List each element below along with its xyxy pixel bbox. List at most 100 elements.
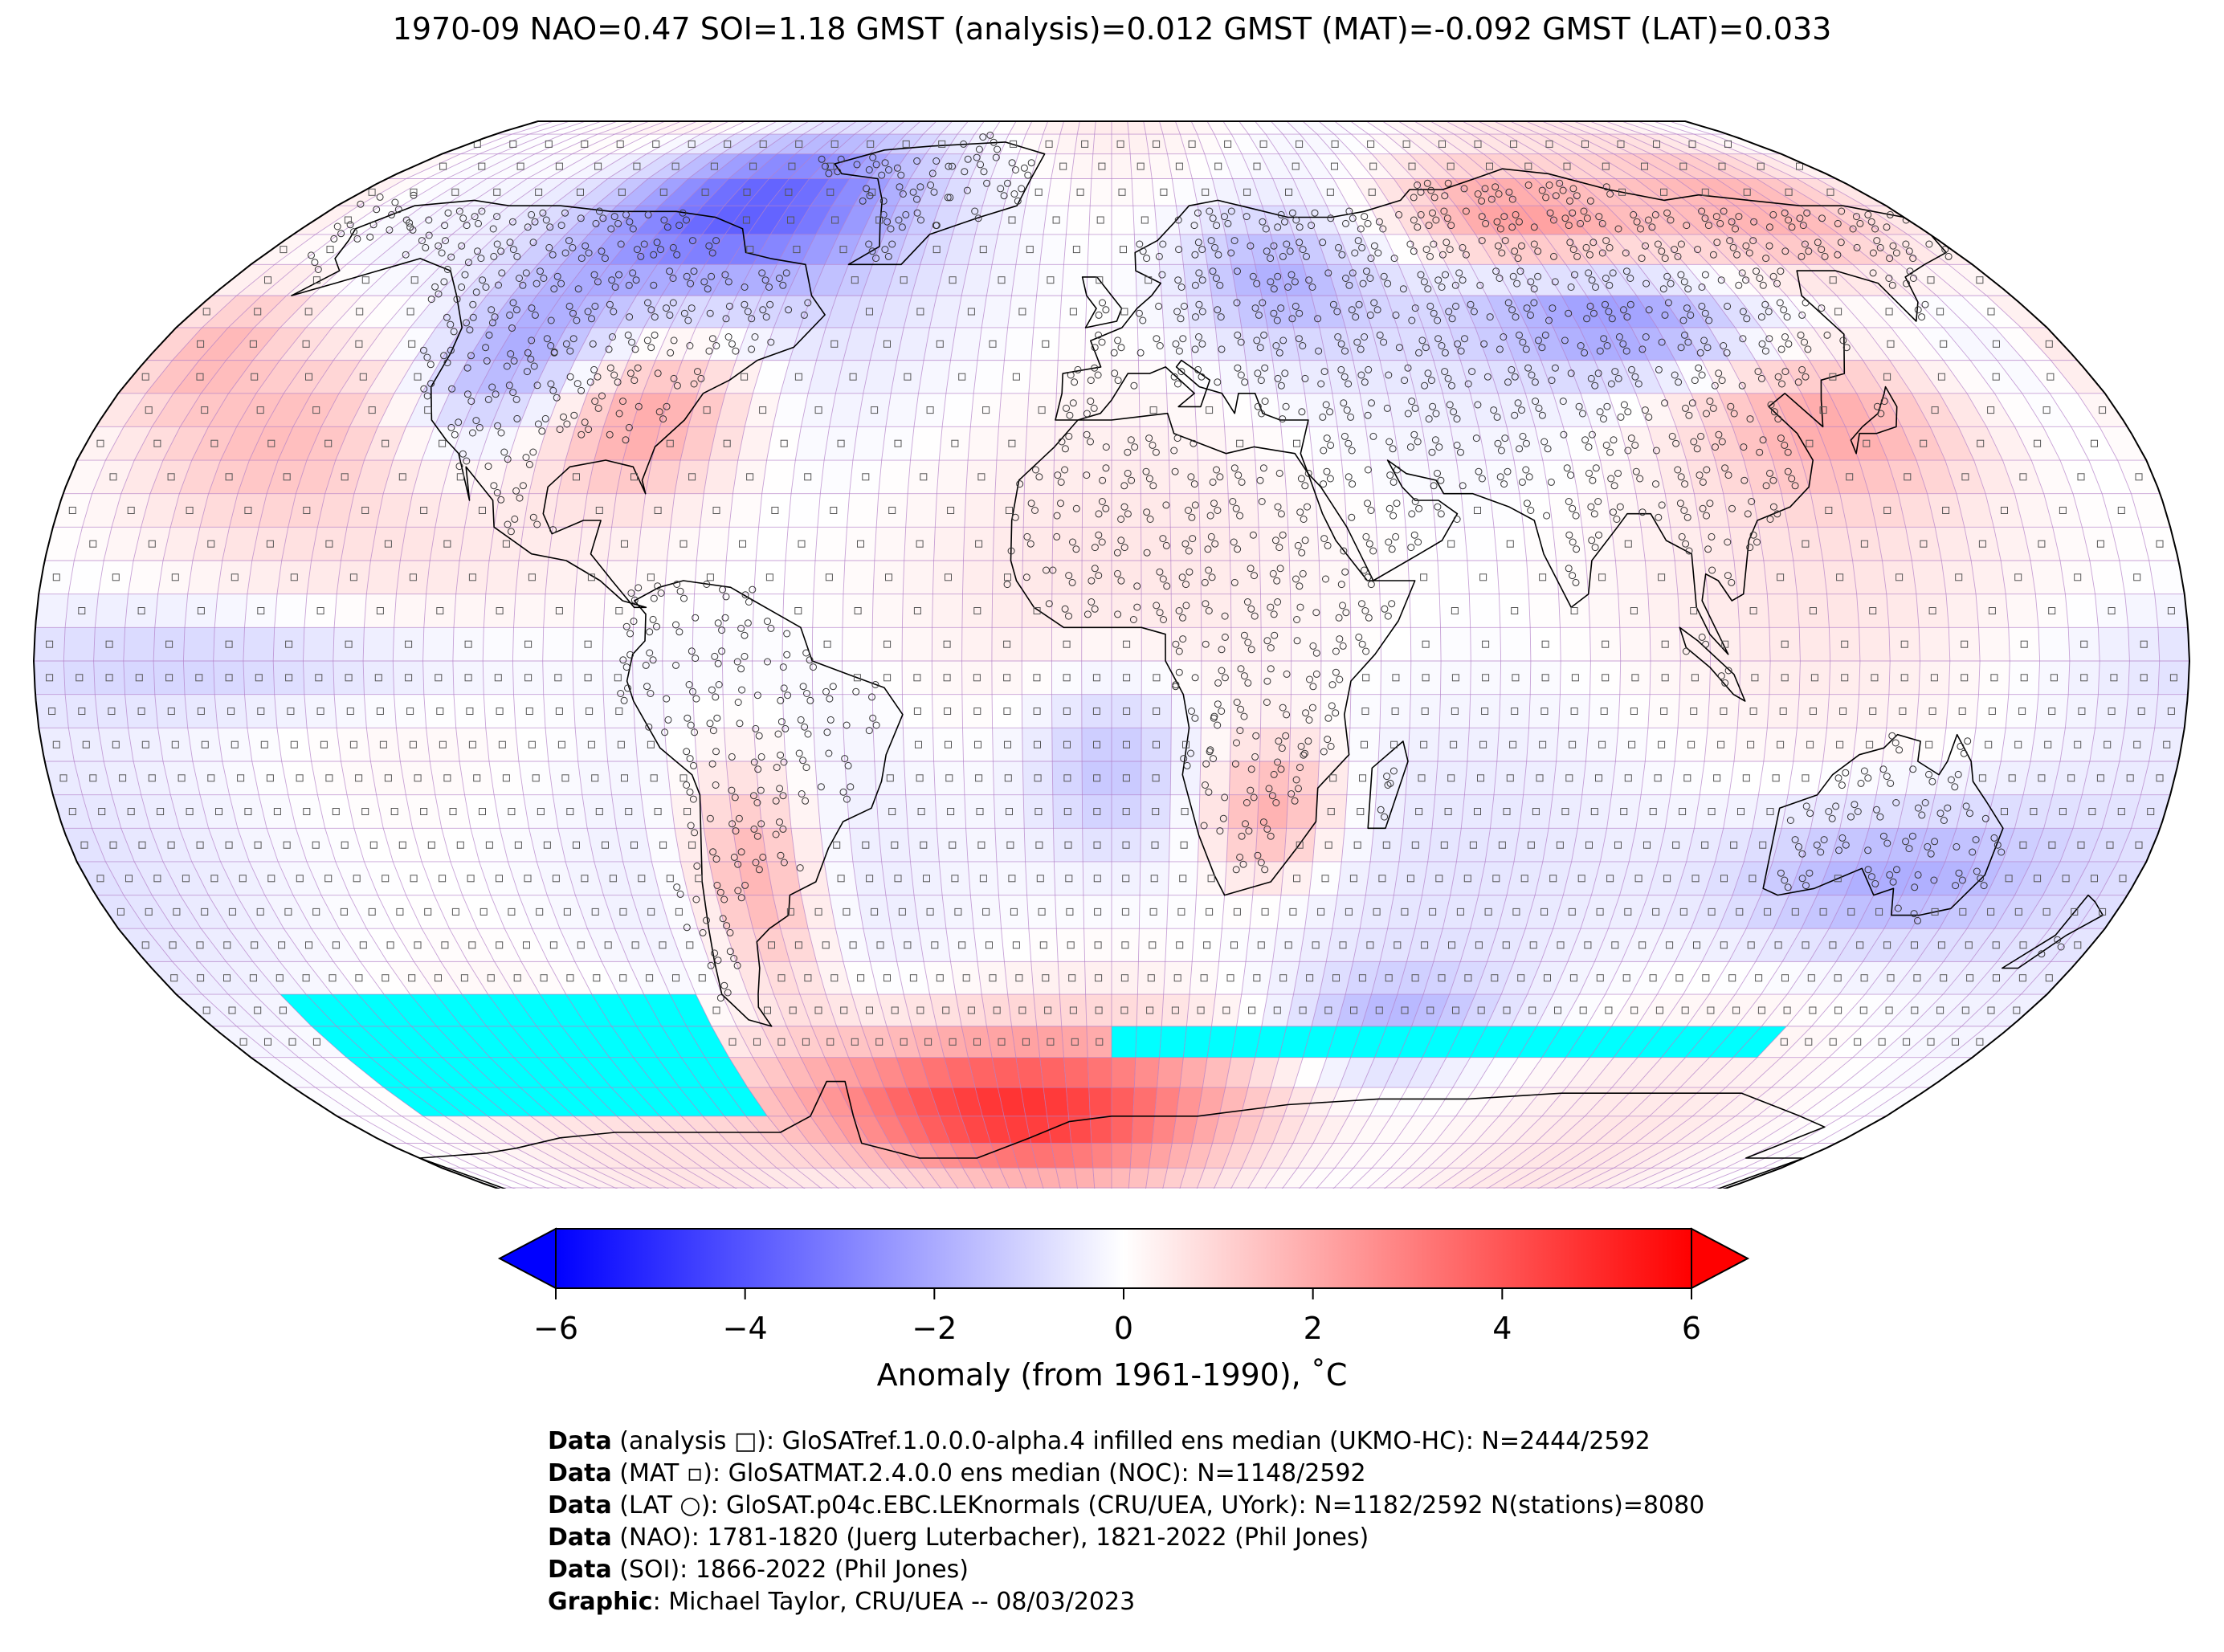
meridian-line bbox=[1318, 121, 1502, 1189]
grid-cell bbox=[1053, 828, 1083, 862]
grid-marker bbox=[1931, 908, 1939, 916]
station-marker bbox=[1705, 316, 1713, 324]
grid-cell bbox=[1015, 234, 1043, 265]
grid-cell bbox=[247, 728, 282, 761]
grid-cell bbox=[1985, 493, 2023, 528]
grid-marker bbox=[197, 974, 205, 982]
grid-cell bbox=[872, 694, 904, 728]
station-marker bbox=[1274, 503, 1282, 511]
grid-cell bbox=[200, 794, 238, 829]
grid-marker bbox=[1556, 841, 1564, 849]
grid-cell bbox=[1647, 426, 1687, 460]
grid-marker bbox=[359, 373, 367, 381]
station-marker bbox=[1791, 482, 1799, 490]
grid-cell bbox=[1782, 360, 1830, 394]
grid-marker bbox=[2099, 908, 2107, 916]
grid-cell bbox=[516, 1168, 581, 1188]
grid-marker bbox=[443, 774, 451, 782]
station-marker bbox=[1486, 313, 1494, 321]
grid-marker bbox=[368, 406, 376, 414]
station-marker bbox=[591, 398, 599, 406]
grid-marker bbox=[1728, 974, 1736, 982]
grid-cell bbox=[1588, 694, 1620, 728]
grid-cell bbox=[1585, 561, 1618, 594]
station-marker bbox=[1780, 306, 1788, 314]
station-marker bbox=[1218, 667, 1226, 675]
grid-marker bbox=[369, 841, 377, 849]
station-marker bbox=[685, 681, 693, 688]
grid-cell bbox=[546, 121, 602, 135]
grid-cell bbox=[2071, 862, 2118, 895]
grid-cell bbox=[2065, 593, 2099, 628]
grid-marker bbox=[2014, 740, 2022, 748]
grid-marker bbox=[279, 1006, 287, 1014]
station-marker bbox=[644, 299, 651, 307]
station-marker bbox=[1273, 577, 1281, 585]
grid-cell bbox=[1030, 153, 1056, 179]
grid-cell bbox=[810, 178, 850, 206]
station-marker bbox=[1798, 850, 1806, 858]
grid-cell bbox=[1683, 961, 1729, 994]
station-marker bbox=[690, 761, 697, 769]
grid-cell bbox=[829, 895, 863, 929]
grid-marker bbox=[768, 941, 775, 949]
grid-cell bbox=[1936, 994, 1995, 1026]
grid-cell bbox=[1728, 761, 1764, 795]
grid-cell bbox=[801, 895, 836, 929]
station-marker bbox=[1867, 873, 1875, 881]
grid-marker bbox=[464, 640, 472, 648]
station-marker bbox=[1324, 541, 1332, 549]
station-marker bbox=[1281, 369, 1289, 377]
grid-cell bbox=[1056, 928, 1085, 962]
grid-marker bbox=[2019, 841, 2027, 849]
grid-cell bbox=[1679, 627, 1711, 661]
station-marker bbox=[1585, 469, 1593, 477]
grid-marker bbox=[384, 540, 392, 548]
grid-cell bbox=[1218, 928, 1250, 962]
grid-cell bbox=[2102, 794, 2141, 829]
grid-cell bbox=[547, 1143, 610, 1169]
grid-cell bbox=[696, 994, 737, 1026]
station-marker bbox=[1241, 378, 1249, 386]
grid-cell bbox=[1051, 1143, 1075, 1169]
grid-cell bbox=[1112, 1168, 1131, 1188]
grid-marker bbox=[89, 540, 97, 548]
grid-cell bbox=[513, 1057, 566, 1088]
station-marker bbox=[1504, 299, 1512, 307]
grid-cell bbox=[1686, 296, 1736, 328]
grid-cell bbox=[561, 1057, 611, 1088]
station-marker bbox=[1474, 401, 1482, 409]
grid-cell bbox=[317, 794, 354, 829]
station-marker bbox=[730, 853, 738, 861]
continent-south-america bbox=[626, 580, 904, 1027]
station-marker bbox=[447, 346, 455, 354]
station-marker bbox=[711, 652, 719, 660]
grid-marker bbox=[414, 941, 422, 949]
station-marker bbox=[1588, 430, 1596, 438]
grid-marker bbox=[1509, 740, 1517, 748]
grid-cell bbox=[1869, 493, 1906, 528]
grid-cell bbox=[228, 928, 280, 962]
grid-marker bbox=[2048, 708, 2056, 715]
grid-marker bbox=[1883, 507, 1891, 514]
grid-marker bbox=[2074, 740, 2082, 748]
grid-cell bbox=[1410, 661, 1442, 695]
grid-marker bbox=[508, 908, 516, 916]
grid-cell bbox=[1036, 264, 1064, 296]
grid-marker bbox=[345, 674, 353, 682]
grid-marker bbox=[2078, 708, 2086, 715]
station-marker bbox=[625, 281, 633, 289]
station-marker bbox=[1871, 879, 1879, 887]
station-marker bbox=[1251, 612, 1259, 620]
grid-cell bbox=[304, 694, 337, 728]
station-marker bbox=[1511, 373, 1519, 381]
grid-cell bbox=[1207, 1026, 1237, 1058]
station-marker bbox=[547, 316, 555, 324]
grid-cell bbox=[513, 694, 545, 728]
grid-marker bbox=[290, 573, 298, 581]
grid-cell bbox=[1946, 593, 1979, 628]
station-marker bbox=[1434, 335, 1443, 343]
grid-cell bbox=[1236, 296, 1268, 328]
grid-marker bbox=[508, 808, 516, 815]
grid-cell bbox=[829, 393, 863, 427]
